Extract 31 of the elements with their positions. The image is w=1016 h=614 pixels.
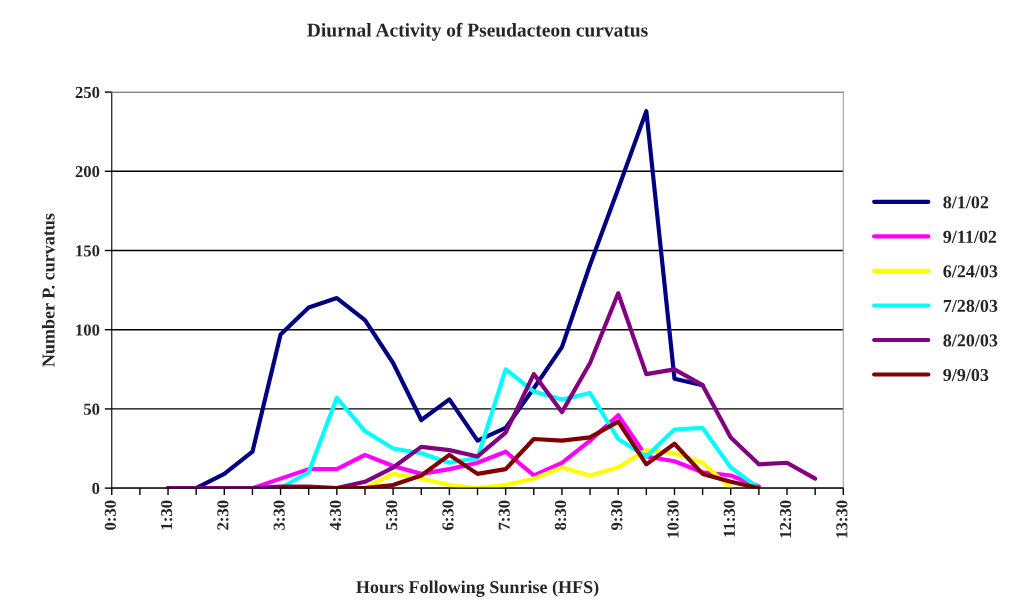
x-tick-label: 8:30 xyxy=(554,500,567,530)
x-tick-label: 0:30 xyxy=(104,500,116,530)
x-tick-label: 2:30 xyxy=(217,500,229,530)
x-tick-label: 7:30 xyxy=(498,500,510,530)
x-tick-label: 11:30 xyxy=(723,500,735,537)
y-tick-label: 250 xyxy=(75,86,100,99)
y-tick-label: 50 xyxy=(83,403,100,415)
y-tick-label: 150 xyxy=(76,245,100,257)
x-tick-label: 9:30 xyxy=(611,500,623,531)
legend-label: 9/9/03 xyxy=(943,368,989,382)
x-tick-label: 13:30 xyxy=(836,500,848,538)
legend-label: 8/1/02 xyxy=(943,196,989,209)
line-series xyxy=(165,291,818,489)
x-tick-label: 6:30 xyxy=(442,500,454,530)
legend-label: 7/28/03 xyxy=(943,299,998,312)
x-tick-label: 4:30 xyxy=(329,500,342,531)
y-tick-label: 200 xyxy=(75,166,100,178)
x-tick-label: 3:30 xyxy=(273,500,285,530)
chart-title: Diurnal Activity of Pseudacteon curvatus xyxy=(307,22,648,41)
legend-label: 9/11/02 xyxy=(943,230,997,243)
x-tick-label: 1:30 xyxy=(160,500,173,530)
line-series xyxy=(278,419,761,489)
x-tick-label: 12:30 xyxy=(779,500,792,538)
legend-label: 6/24/03 xyxy=(943,265,998,278)
y-tick-label: 0 xyxy=(92,482,100,495)
x-tick-label: 10:30 xyxy=(667,500,679,538)
x-tick-label: 5:30 xyxy=(386,500,398,530)
y-tick-label: 100 xyxy=(76,324,100,336)
legend-label: 8/20/03 xyxy=(943,334,998,347)
y-axis-title: Number P. curvatus xyxy=(41,213,55,367)
x-axis-title: Hours Following Sunrise (HFS) xyxy=(356,580,599,597)
